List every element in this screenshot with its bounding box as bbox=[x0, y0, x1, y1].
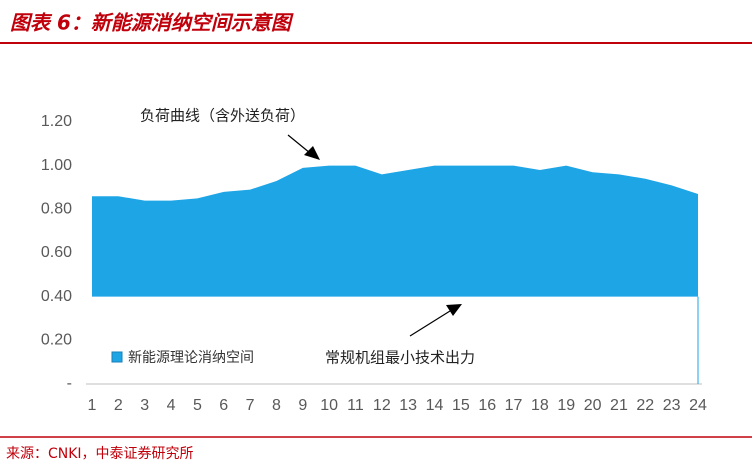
arrowhead bbox=[304, 146, 320, 160]
x-tick-label: 20 bbox=[584, 397, 602, 414]
legend-swatch bbox=[111, 351, 123, 363]
x-tick-label: 1 bbox=[88, 397, 97, 414]
x-tick-label: 23 bbox=[663, 397, 681, 414]
annotation-arrow bbox=[409, 310, 451, 337]
x-tick-label: 18 bbox=[531, 397, 549, 414]
x-tick-label: 14 bbox=[426, 397, 444, 414]
x-tick-label: 8 bbox=[272, 397, 281, 414]
y-tick-label: 0.40 bbox=[41, 288, 72, 305]
x-tick-label: 16 bbox=[478, 397, 496, 414]
x-tick-label: 13 bbox=[399, 397, 417, 414]
source: 来源：CNKI，中泰证券研究所 bbox=[6, 446, 194, 462]
x-tick-label: 5 bbox=[193, 397, 202, 414]
x-tick-label: 24 bbox=[689, 397, 707, 414]
x-tick-label: 17 bbox=[505, 397, 523, 414]
annotation: 负荷曲线（含外送负荷） bbox=[140, 107, 305, 125]
arrowhead bbox=[446, 304, 462, 316]
y-tick-label: 1.20 bbox=[41, 113, 72, 130]
y-tick-label: 0.20 bbox=[41, 332, 72, 349]
x-tick-label: 7 bbox=[246, 397, 255, 414]
x-tick-label: 10 bbox=[320, 397, 338, 414]
x-tick-label: 11 bbox=[347, 397, 364, 414]
x-tick-label: 12 bbox=[373, 397, 391, 414]
legend-label: 新能源理论消纳空间 bbox=[128, 350, 254, 366]
y-tick-label: 0.60 bbox=[41, 244, 72, 261]
y-tick-label: 1.00 bbox=[41, 157, 72, 174]
y-tick-label: 0.80 bbox=[41, 201, 72, 218]
x-tick-label: 9 bbox=[298, 397, 307, 414]
chart-title: 图表 6：新能源消纳空间示意图 bbox=[10, 11, 294, 35]
x-tick-label: 22 bbox=[636, 397, 654, 414]
annotation-arrow bbox=[287, 134, 311, 154]
area bbox=[92, 165, 698, 297]
x-tick-label: 4 bbox=[167, 397, 176, 414]
x-tick-label: 15 bbox=[452, 397, 470, 414]
y-tick-label: - bbox=[67, 375, 72, 392]
x-tick-label: 6 bbox=[219, 397, 228, 414]
x-tick-label: 19 bbox=[557, 397, 575, 414]
x-tick-label: 2 bbox=[114, 397, 123, 414]
annotation: 常规机组最小技术出力 bbox=[325, 349, 475, 367]
x-tick-label: 3 bbox=[140, 397, 149, 414]
x-tick-label: 21 bbox=[610, 397, 628, 414]
